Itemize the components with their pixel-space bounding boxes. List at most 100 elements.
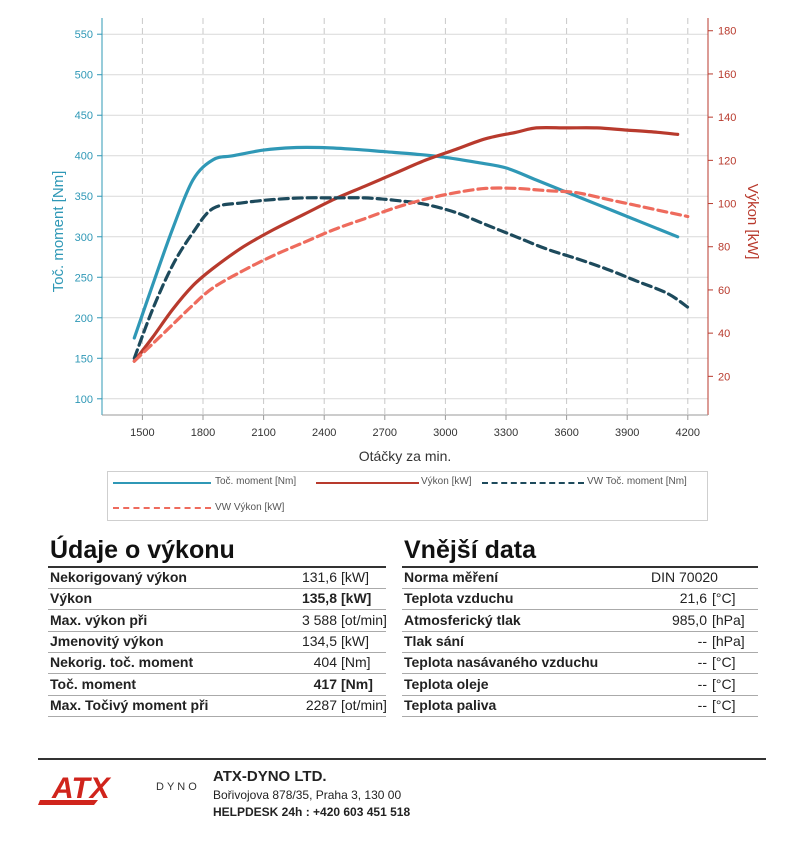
- legend-line-power: [316, 482, 419, 484]
- vw-power-line: [132, 186, 690, 363]
- external-row-unit: [°C]: [712, 696, 736, 713]
- power-line: [132, 125, 680, 363]
- company-name: ATX-DYNO LTD.: [213, 768, 327, 785]
- y-left-tick-label: 250: [75, 272, 93, 284]
- external-row-value: --: [697, 632, 707, 649]
- y-left-tick-label: 550: [75, 29, 93, 41]
- row-divider: [48, 673, 386, 675]
- external-row-label: Teplota nasávaného vzduchu: [404, 654, 599, 671]
- company-address: Bořivojova 878/35, Praha 3, 130 00: [213, 788, 402, 802]
- vw-torque-line: [132, 196, 690, 360]
- row-divider: [48, 715, 386, 717]
- performance-row-value: 131,6: [301, 569, 337, 585]
- dyno-chart: 100 150 200 250 300 350 400 450 500 550 20 40 60 80 10…: [50, 18, 761, 464]
- y-right-tick-label: 180: [718, 26, 736, 38]
- y-right-tick-label: 80: [718, 242, 730, 254]
- external-row-label: Tlak sání: [404, 632, 464, 649]
- y-left-tick-label: 450: [75, 110, 93, 122]
- svg-text:DYNO: DYNO: [156, 781, 198, 793]
- external-row-value: --: [697, 654, 707, 671]
- row-divider: [48, 651, 386, 653]
- legend-label-vw-torque: VW Toč. moment [Nm]: [587, 476, 687, 487]
- y-left-tick-label: 150: [75, 353, 93, 365]
- x-axis-label: Otáčky za min.: [359, 448, 452, 464]
- y-right-tick-label: 140: [718, 112, 736, 124]
- row-divider: [402, 673, 758, 675]
- x-tick-label: 3300: [494, 427, 518, 439]
- y-left-tick-label: 400: [75, 151, 93, 163]
- x-tick-label: 1800: [191, 427, 215, 439]
- y-left-tick-label: 100: [75, 394, 93, 406]
- y-right-axis-label: Výkon [kW]: [744, 184, 761, 260]
- performance-row-unit: [ot/min]: [341, 611, 387, 628]
- performance-row-value: 2287: [305, 696, 337, 713]
- performance-row-unit: [ot/min]: [341, 696, 387, 713]
- x-tick-label: 3000: [433, 427, 457, 439]
- external-row-label: Teplota vzduchu: [404, 590, 514, 607]
- x-tick-label: 2400: [312, 427, 336, 439]
- external-data-title-rule: [402, 566, 758, 568]
- y-right-tick-label: 100: [718, 199, 736, 211]
- external-row-value: --: [697, 696, 707, 713]
- performance-row-unit: [kW]: [341, 632, 369, 649]
- y-left-tick-label: 500: [75, 70, 93, 82]
- external-row-value: 985,0: [671, 611, 707, 628]
- performance-row-label: Max. Točivý moment při: [50, 696, 209, 713]
- x-tick-label: 2700: [373, 427, 397, 439]
- performance-row-unit: [kW]: [341, 569, 369, 585]
- legend-line-vw-torque: [482, 482, 584, 484]
- legend-line-vw-power: [113, 507, 211, 509]
- performance-row-value: 417: [313, 675, 337, 692]
- external-row-value: 21,6: [679, 590, 707, 607]
- performance-row-value: 135,8: [301, 590, 337, 607]
- y-left-tick-label: 200: [75, 313, 93, 325]
- chart-grid: [102, 18, 708, 415]
- row-divider: [48, 694, 386, 696]
- external-row-unit: [°C]: [712, 590, 736, 607]
- legend-label-power: Výkon [kW]: [421, 476, 472, 487]
- x-tick-label: 2100: [251, 427, 275, 439]
- performance-row-label: Nekorig. toč. moment: [50, 654, 194, 671]
- performance-row-value: 404: [313, 654, 337, 671]
- external-row-unit: [°C]: [712, 675, 736, 692]
- y-right-tick-label: 20: [718, 371, 730, 383]
- y-left-tick-label: 350: [75, 191, 93, 203]
- performance-row-unit: [Nm]: [341, 675, 373, 692]
- external-row-label: Norma měření: [404, 569, 499, 585]
- performance-row-label: Výkon: [50, 590, 93, 607]
- chart-legend: Toč. moment [Nm] Výkon [kW] VW Toč. mome…: [107, 471, 708, 521]
- footer-rule: [38, 758, 766, 760]
- performance-row-value: 134,5: [301, 632, 337, 649]
- chart-axes: [97, 18, 713, 420]
- external-row-label: Atmosferický tlak: [404, 611, 521, 628]
- row-divider: [402, 630, 758, 632]
- x-tick-label: 3900: [615, 427, 639, 439]
- external-row-value: --: [697, 675, 707, 692]
- performance-row-unit: [Nm]: [341, 654, 371, 671]
- external-row-unit: [hPa]: [712, 632, 745, 649]
- external-data-title: Vnější data: [404, 536, 536, 564]
- row-divider: [48, 588, 386, 589]
- legend-label-vw-power: VW Výkon [kW]: [215, 502, 285, 513]
- plot-area: [102, 18, 708, 415]
- y-left-axis-label: Toč. moment [Nm]: [50, 171, 67, 293]
- legend-line-torque: [113, 482, 211, 484]
- chart-labels: 100 150 200 250 300 350 400 450 500 550 20 40 60 80 10…: [50, 26, 761, 464]
- external-row-label: Teplota oleje: [404, 675, 489, 692]
- chart-series: [132, 125, 690, 363]
- svg-text:ATX: ATX: [51, 772, 112, 805]
- row-divider: [402, 715, 758, 717]
- row-divider: [48, 630, 386, 632]
- x-tick-label: 3600: [554, 427, 578, 439]
- atx-dyno-logo: ATX DYNO: [38, 772, 198, 805]
- row-divider: [402, 609, 758, 611]
- row-divider: [402, 588, 758, 589]
- torque-line: [132, 145, 680, 340]
- performance-row-label: Jmenovitý výkon: [50, 632, 164, 649]
- x-tick-label: 1500: [130, 427, 154, 439]
- performance-title-rule: [48, 566, 386, 568]
- performance-row-label: Toč. moment: [50, 675, 137, 692]
- performance-title: Údaje o výkonu: [50, 536, 235, 564]
- company-helpdesk: HELPDESK 24h : +420 603 451 518: [213, 805, 411, 819]
- external-row-value: DIN 70020: [651, 569, 718, 585]
